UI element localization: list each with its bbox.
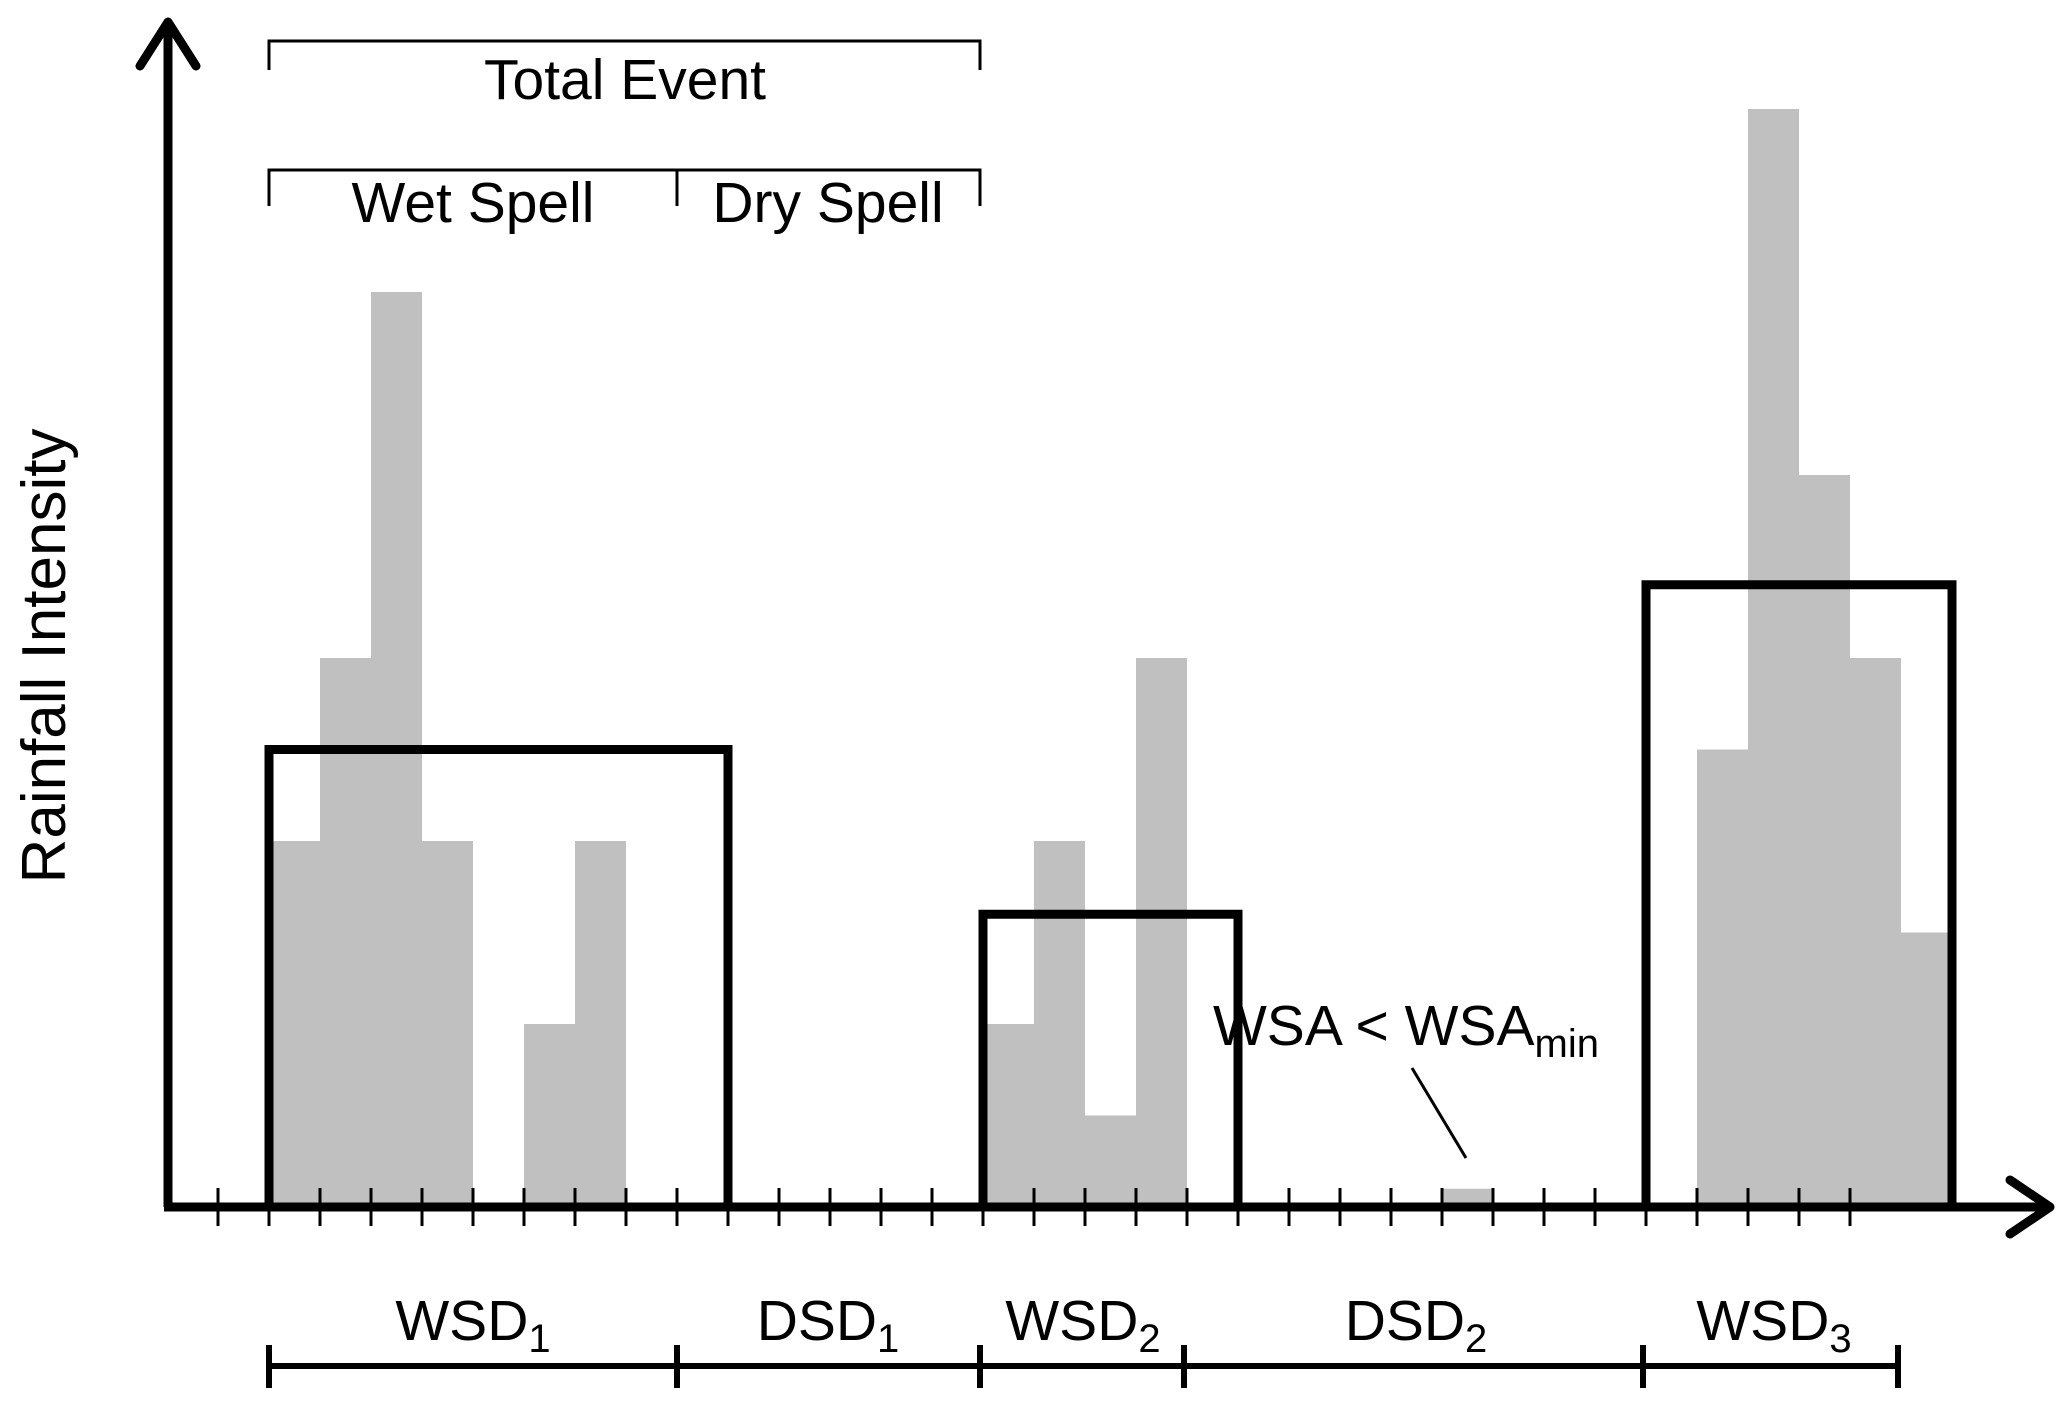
wsa-annotation: WSA < WSAmin [1213, 994, 1599, 1159]
annotation-main: WSA < WSA [1213, 994, 1535, 1058]
duration-label-dsd1: DSD1 [757, 1289, 900, 1361]
duration-label-main: WSD [1696, 1289, 1829, 1353]
duration-ticks [266, 1345, 1901, 1388]
annotation-text: WSA < WSAmin [1213, 994, 1599, 1066]
duration-label-sub: 3 [1829, 1317, 1851, 1361]
duration-label-main: WSD [1005, 1289, 1138, 1353]
spell-average-box [1641, 580, 1957, 1207]
annotation-subscript: min [1535, 1022, 1599, 1066]
annotation-pointer [1410, 1067, 1468, 1159]
spell-average-boxes [264, 580, 1957, 1207]
duration-label-wsd3: WSD3 [1696, 1289, 1851, 1361]
rainfall-bar [269, 841, 320, 1207]
rainfall-bar [524, 1024, 575, 1207]
x-axis-arrowhead [2005, 1175, 2055, 1239]
x-axis-ticks [216, 1188, 1852, 1226]
duration-label-main: DSD [1345, 1289, 1465, 1353]
duration-label-sub: 1 [528, 1317, 550, 1361]
y-axis-arrowhead [135, 17, 201, 71]
rainfall-bar [1034, 841, 1085, 1207]
duration-label-wsd2: WSD2 [1005, 1289, 1160, 1361]
rainfall-bar [1136, 658, 1187, 1207]
wet-spell-label: Wet Spell [352, 171, 595, 235]
dry-spell-label: Dry Spell [712, 171, 943, 235]
rainfall-bar [422, 841, 473, 1207]
spell-average-box [264, 745, 733, 1207]
rainfall-bar [1850, 658, 1901, 1207]
rainfall-bars [269, 109, 1952, 1207]
rainfall-bar [320, 658, 371, 1207]
duration-label-sub: 1 [877, 1317, 899, 1361]
duration-label-sub: 2 [1138, 1317, 1160, 1361]
rainfall-bar [1748, 109, 1799, 1207]
duration-label-sub: 2 [1465, 1317, 1487, 1361]
rainfall-bar [1442, 1188, 1493, 1207]
axes [135, 17, 2055, 1239]
duration-label-wsd1: WSD1 [395, 1289, 550, 1361]
rainfall-bar [1085, 1115, 1136, 1207]
duration-label-dsd2: DSD2 [1345, 1289, 1488, 1361]
total-event-bracket: Total Event [267, 39, 982, 112]
duration-label-main: WSD [395, 1289, 528, 1353]
rainfall-bar [1697, 749, 1748, 1207]
y-axis-label: Rainfall Intensity [10, 429, 79, 884]
rainfall-bar [1901, 932, 1952, 1207]
rainfall-bar [1799, 475, 1850, 1207]
rainfall-bar [983, 1024, 1034, 1207]
duration-bar: WSD1 DSD1 WSD2 DSD2 WSD3 [266, 1289, 1901, 1388]
spell-average-box [978, 909, 1243, 1207]
spell-bracket: Wet Spell Dry Spell [267, 168, 982, 235]
duration-label-main: DSD [757, 1289, 877, 1353]
rainfall-bar [575, 841, 626, 1207]
total-event-label: Total Event [484, 48, 766, 112]
